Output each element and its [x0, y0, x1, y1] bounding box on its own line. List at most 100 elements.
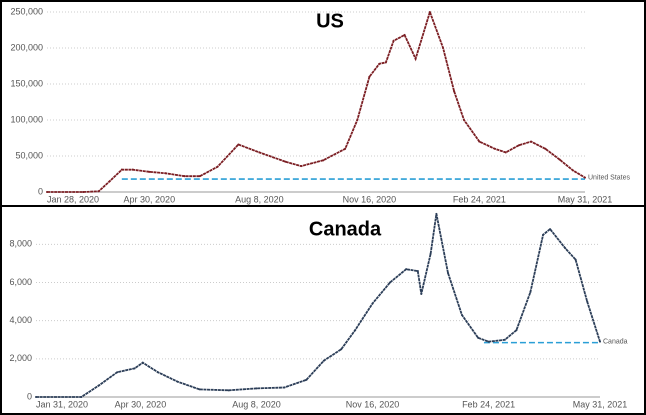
point: [354, 329, 357, 332]
point: [120, 168, 123, 171]
x-tick-label: Jan 31, 2020: [36, 399, 88, 409]
point: [571, 169, 574, 172]
point: [428, 11, 431, 13]
point: [131, 168, 134, 171]
point: [493, 147, 496, 150]
y-tick-label: 200,000: [10, 42, 43, 52]
point: [216, 165, 219, 168]
point: [478, 140, 481, 143]
point: [97, 190, 100, 193]
x-tick-label: May 31, 2021: [573, 399, 628, 409]
series-line: [47, 9, 586, 193]
point: [558, 158, 561, 161]
point: [403, 34, 406, 37]
point: [133, 367, 136, 370]
point: [35, 396, 37, 398]
x-tick-label: Jan 28, 2020: [47, 194, 99, 204]
y-tick-label: 100,000: [10, 114, 43, 124]
x-tick-label: Aug 8, 2020: [232, 399, 281, 409]
point: [97, 384, 100, 387]
point: [183, 175, 186, 178]
point: [420, 292, 423, 295]
point: [344, 147, 347, 150]
series-label: Canada: [603, 339, 628, 346]
y-tick-label: 8,000: [9, 239, 32, 249]
point: [141, 361, 144, 364]
point: [164, 172, 167, 175]
point: [176, 380, 179, 383]
point: [453, 90, 456, 93]
point: [574, 258, 577, 261]
point: [584, 176, 586, 179]
x-tick-label: Apr 30, 2020: [115, 399, 167, 409]
point: [384, 61, 387, 64]
point: [530, 140, 533, 143]
point: [460, 313, 463, 316]
point: [116, 371, 119, 374]
point: [340, 348, 343, 351]
point: [322, 359, 325, 362]
point: [549, 228, 552, 231]
y-tick-label: 4,000: [9, 315, 32, 325]
y-tick-label: 250,000: [10, 6, 43, 16]
x-tick-label: Feb 24, 2021: [453, 194, 506, 204]
point: [322, 159, 325, 162]
point: [305, 378, 308, 381]
point: [227, 389, 230, 392]
chart-title: US: [316, 10, 344, 32]
point: [258, 151, 261, 154]
point: [414, 57, 417, 60]
point: [198, 388, 201, 391]
point: [378, 62, 381, 65]
point: [46, 191, 48, 193]
point: [148, 170, 151, 173]
point: [446, 271, 449, 274]
point: [542, 233, 545, 236]
x-tick-label: Feb 24, 2021: [462, 399, 515, 409]
point: [284, 160, 287, 163]
point: [517, 144, 520, 147]
point: [416, 270, 419, 273]
point: [371, 302, 374, 305]
point: [237, 143, 240, 146]
point: [487, 340, 490, 343]
point: [586, 300, 589, 303]
point: [504, 151, 507, 154]
chart-title: Canada: [309, 218, 382, 240]
x-tick-label: Apr 30, 2020: [124, 194, 176, 204]
point: [503, 338, 506, 341]
point: [108, 180, 111, 183]
point: [198, 175, 201, 178]
point: [255, 387, 258, 390]
y-tick-label: 150,000: [10, 78, 43, 88]
series-label: United States: [588, 174, 631, 181]
point: [82, 191, 85, 193]
point: [435, 212, 438, 215]
point: [356, 119, 359, 121]
x-tick-label: Nov 16, 2020: [346, 399, 400, 409]
point: [462, 119, 465, 121]
y-tick-label: 6,000: [9, 277, 32, 287]
x-tick-label: Aug 8, 2020: [235, 194, 284, 204]
point: [544, 147, 547, 150]
point: [515, 329, 518, 332]
point: [564, 247, 567, 250]
point: [442, 47, 445, 49]
point: [392, 39, 395, 42]
point: [283, 386, 286, 389]
point: [80, 396, 83, 398]
point: [388, 281, 391, 284]
series-line: [36, 213, 601, 398]
y-tick-label: 0: [38, 186, 43, 196]
point: [529, 291, 532, 294]
point: [477, 336, 480, 339]
point: [368, 75, 371, 78]
point: [405, 268, 408, 271]
y-tick-label: 0: [27, 391, 32, 401]
y-tick-label: 50,000: [15, 150, 43, 160]
point: [599, 340, 601, 343]
y-tick-label: 2,000: [9, 353, 32, 363]
point: [156, 371, 159, 374]
